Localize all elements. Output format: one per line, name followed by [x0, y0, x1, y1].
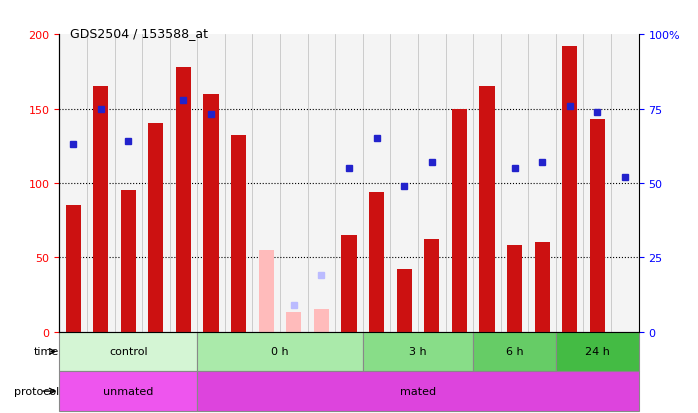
- Bar: [335, 35, 363, 332]
- Bar: [396, 270, 412, 332]
- Text: GSM112935: GSM112935: [96, 335, 105, 387]
- Bar: [198, 371, 639, 411]
- Bar: [363, 332, 473, 371]
- Bar: [452, 109, 467, 332]
- Bar: [556, 35, 584, 332]
- Bar: [114, 35, 142, 332]
- Bar: [611, 35, 639, 332]
- Bar: [87, 35, 114, 332]
- Text: GSM112967: GSM112967: [482, 335, 491, 387]
- Text: GDS2504 / 153588_at: GDS2504 / 153588_at: [70, 27, 208, 40]
- Text: protocol: protocol: [13, 386, 59, 396]
- Bar: [204, 95, 218, 332]
- Bar: [198, 332, 363, 371]
- Bar: [500, 35, 528, 332]
- Bar: [562, 47, 577, 332]
- Bar: [556, 332, 639, 371]
- Bar: [363, 35, 390, 332]
- Text: time: time: [34, 347, 59, 356]
- Bar: [390, 35, 418, 332]
- Bar: [584, 35, 611, 332]
- Text: 6 h: 6 h: [506, 347, 524, 356]
- Text: GSM112971: GSM112971: [565, 335, 574, 387]
- Bar: [148, 124, 163, 332]
- Text: 0 h: 0 h: [272, 347, 289, 356]
- Bar: [314, 310, 329, 332]
- Bar: [286, 314, 302, 332]
- Bar: [473, 332, 556, 371]
- Bar: [225, 35, 253, 332]
- Text: GSM112947: GSM112947: [234, 335, 243, 387]
- Text: GSM112965: GSM112965: [455, 335, 464, 387]
- Bar: [341, 235, 357, 332]
- Text: GSM113345: GSM113345: [621, 335, 630, 387]
- Text: GSM112972: GSM112972: [593, 335, 602, 387]
- Bar: [170, 35, 198, 332]
- Bar: [231, 136, 246, 332]
- Text: ■: ■: [63, 411, 75, 413]
- Text: 3 h: 3 h: [409, 347, 426, 356]
- Bar: [259, 250, 274, 332]
- Bar: [369, 192, 384, 332]
- Bar: [535, 243, 550, 332]
- Text: 24 h: 24 h: [585, 347, 610, 356]
- Bar: [528, 35, 556, 332]
- Text: GSM112963: GSM112963: [400, 335, 408, 387]
- Text: GSM112970: GSM112970: [537, 335, 547, 387]
- Bar: [314, 310, 329, 332]
- Text: GSM112945: GSM112945: [179, 335, 188, 387]
- Text: GSM112950: GSM112950: [317, 335, 326, 387]
- Bar: [198, 35, 225, 332]
- Text: GSM112948: GSM112948: [262, 335, 271, 387]
- Bar: [418, 35, 445, 332]
- Text: control: control: [109, 347, 147, 356]
- Bar: [59, 371, 198, 411]
- Bar: [59, 332, 198, 371]
- Bar: [66, 206, 81, 332]
- Text: GSM112946: GSM112946: [207, 335, 216, 387]
- Text: GSM112949: GSM112949: [290, 335, 298, 387]
- Text: unmated: unmated: [103, 386, 154, 396]
- Text: GSM112952: GSM112952: [345, 335, 353, 387]
- Bar: [445, 35, 473, 332]
- Text: GSM112964: GSM112964: [427, 335, 436, 387]
- Bar: [280, 35, 308, 332]
- Text: GSM112943: GSM112943: [151, 335, 161, 387]
- Bar: [308, 35, 335, 332]
- Bar: [424, 240, 439, 332]
- Bar: [590, 120, 605, 332]
- Text: GSM112962: GSM112962: [372, 335, 381, 387]
- Text: mated: mated: [400, 386, 436, 396]
- Bar: [507, 246, 522, 332]
- Bar: [59, 35, 87, 332]
- Text: GSM112968: GSM112968: [510, 335, 519, 387]
- Bar: [473, 35, 500, 332]
- Bar: [142, 35, 170, 332]
- Bar: [93, 87, 108, 332]
- Bar: [176, 68, 191, 332]
- Bar: [286, 313, 302, 332]
- Text: GSM112942: GSM112942: [124, 335, 133, 387]
- Bar: [253, 35, 280, 332]
- Bar: [480, 87, 494, 332]
- Text: GSM112931: GSM112931: [68, 335, 77, 387]
- Text: count: count: [80, 412, 112, 413]
- Bar: [121, 191, 136, 332]
